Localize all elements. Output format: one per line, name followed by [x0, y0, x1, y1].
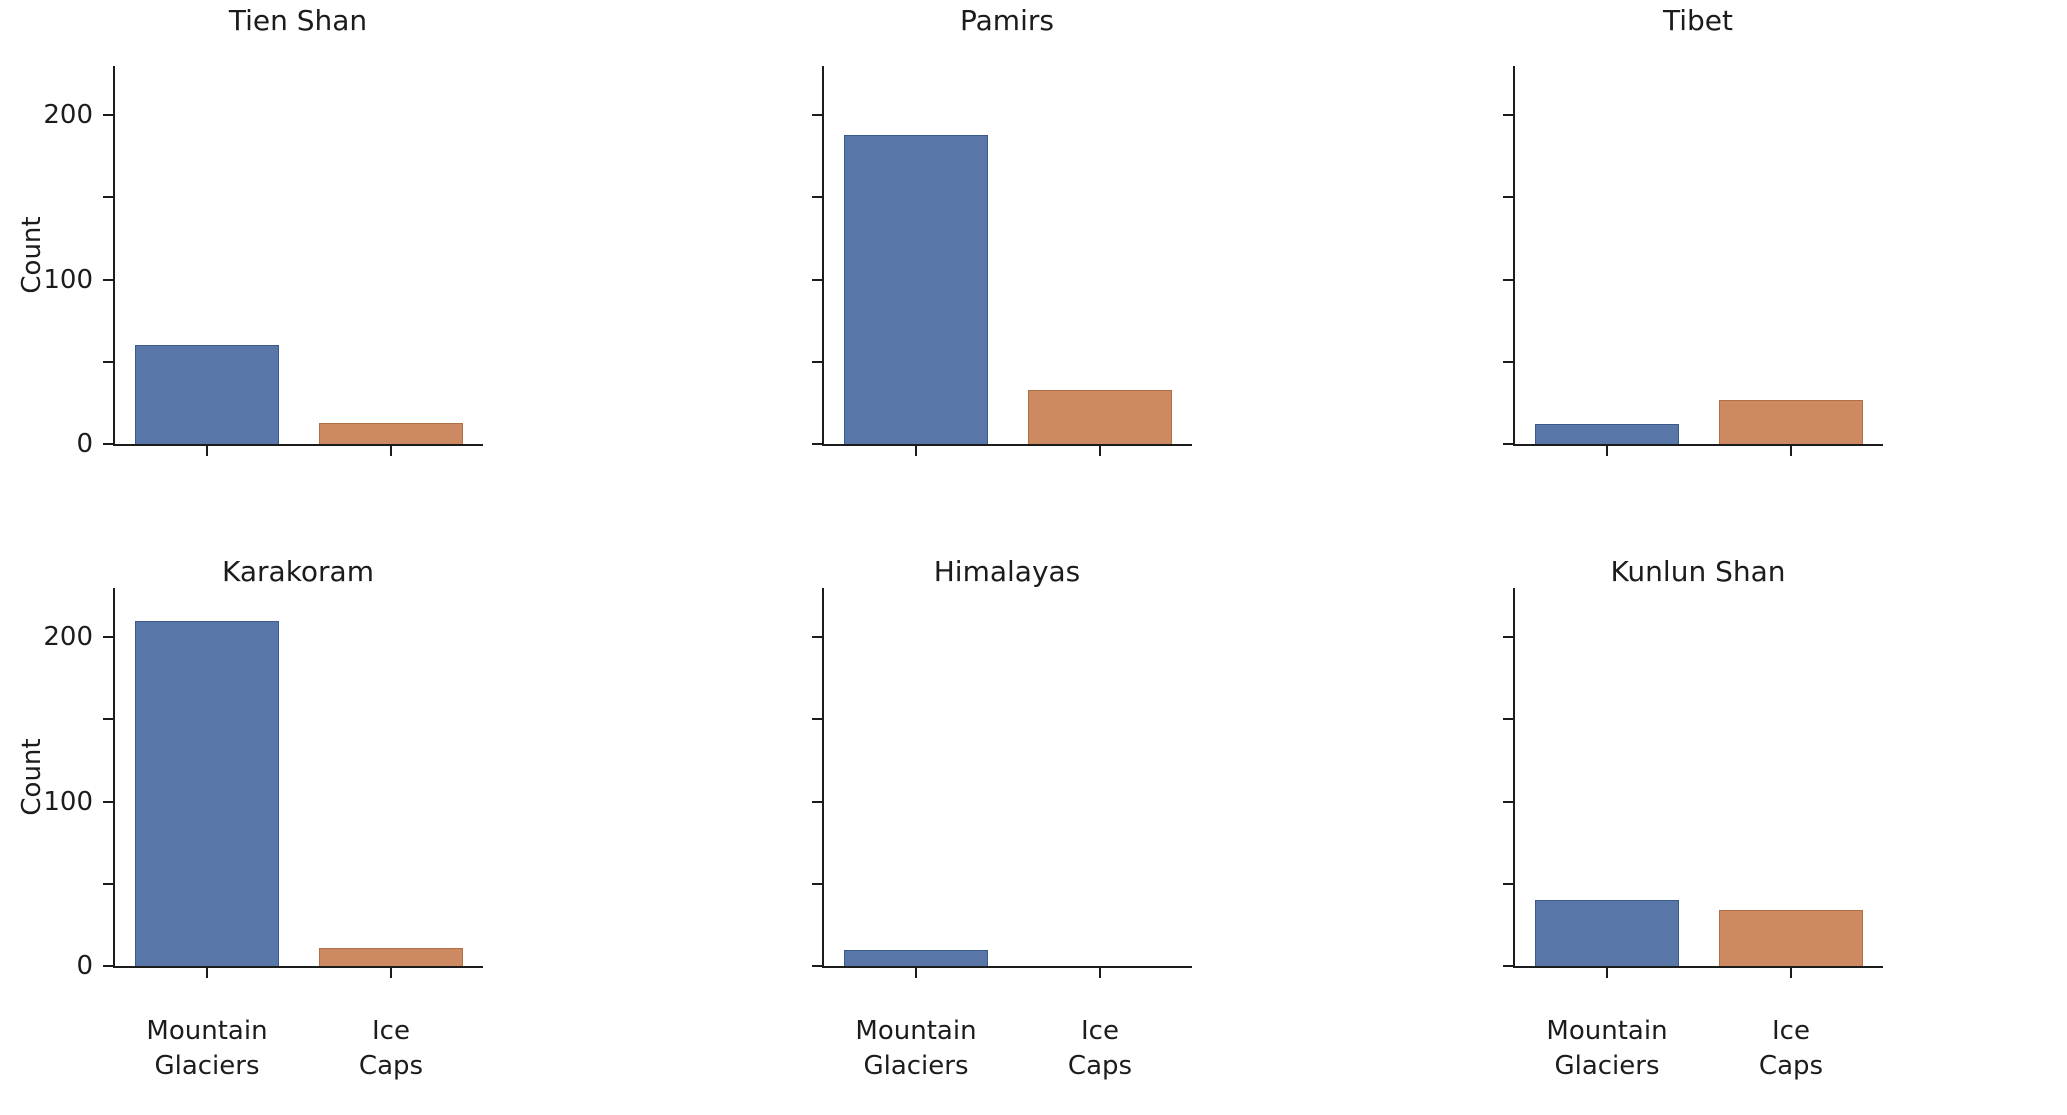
y-tick: [103, 965, 113, 967]
y-tick: [103, 114, 113, 116]
bar-ice-caps: [319, 423, 463, 444]
facet-himalayas: Himalayas Mountain Glaciers Ice Caps: [812, 552, 1192, 1081]
y-tick: [1503, 636, 1513, 638]
x-tick: [1606, 446, 1608, 456]
axes: 0 100 200: [43, 66, 483, 457]
x-tick-label: Mountain Glaciers: [855, 1016, 977, 1081]
facet-kunlun-shan: Kunlun Shan Mountain Glaciers Ice Caps: [1503, 552, 1883, 1081]
x-tick: [390, 446, 392, 456]
y-tick: [812, 965, 822, 967]
bar-ice-caps: [1719, 400, 1863, 444]
bar-mountain-glaciers: [1535, 424, 1679, 444]
y-tick-label: 100: [43, 265, 93, 295]
y-tick: [103, 279, 113, 281]
axes: 0 100 200 Mountain Glaciers Ice Caps: [43, 588, 483, 1081]
y-tick: [103, 443, 113, 445]
facet-pamirs: Pamirs: [812, 1, 1192, 456]
bar-mountain-glaciers: [844, 950, 988, 966]
x-tick-label: Ice Caps: [358, 1016, 424, 1081]
x-tick-label: Mountain Glaciers: [1546, 1016, 1668, 1081]
y-tick: [103, 718, 113, 720]
bar-mountain-glaciers: [135, 621, 279, 966]
bar-ice-caps: [1028, 390, 1172, 444]
y-tick-label: 0: [76, 429, 93, 459]
x-tick: [206, 968, 208, 978]
bar-ice-caps: [1719, 910, 1863, 966]
y-tick: [812, 196, 822, 198]
bar-mountain-glaciers: [135, 345, 279, 444]
facet-tibet: Tibet: [1503, 1, 1883, 456]
facet-title: Kunlun Shan: [1610, 555, 1786, 588]
axes: [812, 66, 1192, 456]
y-tick: [1503, 361, 1513, 363]
x-tick: [1099, 446, 1101, 456]
axes: Mountain Glaciers Ice Caps: [812, 588, 1192, 1081]
y-tick: [103, 196, 113, 198]
bar-ice-caps: [319, 948, 463, 966]
y-tick: [812, 636, 822, 638]
y-tick: [1503, 801, 1513, 803]
y-tick-label: 200: [43, 622, 93, 652]
x-tick: [1099, 968, 1101, 978]
x-tick-label: Ice Caps: [1067, 1016, 1133, 1081]
x-tick-label: Ice Caps: [1758, 1016, 1824, 1081]
facet-title: Himalayas: [933, 555, 1081, 588]
facet-title: Karakoram: [222, 555, 374, 588]
x-tick: [1790, 446, 1792, 456]
y-tick: [812, 361, 822, 363]
y-tick: [103, 801, 113, 803]
facet-title: Tibet: [1663, 4, 1733, 37]
y-tick: [1503, 196, 1513, 198]
y-tick: [103, 883, 113, 885]
y-tick: [1503, 443, 1513, 445]
y-tick: [1503, 883, 1513, 885]
y-tick: [812, 801, 822, 803]
facet-title: Pamirs: [960, 4, 1054, 37]
x-tick: [1790, 968, 1792, 978]
x-tick: [206, 446, 208, 456]
x-tick: [1606, 968, 1608, 978]
facet-tien-shan: Tien Shan 0 100 200: [43, 1, 483, 457]
y-tick: [103, 636, 113, 638]
bar-mountain-glaciers: [1535, 900, 1679, 966]
y-tick: [812, 114, 822, 116]
x-tick: [390, 968, 392, 978]
axes: [1503, 66, 1883, 456]
facet-karakoram: Karakoram 0 100 200 Mountain Glaciers Ice Caps: [43, 552, 483, 1081]
bar-mountain-glaciers: [844, 135, 988, 444]
x-tick: [915, 968, 917, 978]
y-tick: [1503, 279, 1513, 281]
y-tick: [1503, 965, 1513, 967]
y-tick: [1503, 114, 1513, 116]
facet-title: Tien Shan: [228, 4, 368, 37]
y-tick: [812, 718, 822, 720]
y-tick: [1503, 718, 1513, 720]
y-tick: [812, 443, 822, 445]
y-tick: [812, 883, 822, 885]
y-tick-label: 100: [43, 787, 93, 817]
x-tick-label: Mountain Glaciers: [146, 1016, 268, 1081]
y-tick: [103, 361, 113, 363]
y-tick-label: 0: [76, 951, 93, 981]
x-tick: [915, 446, 917, 456]
axes: Mountain Glaciers Ice Caps: [1503, 588, 1883, 1081]
y-tick-label: 200: [43, 100, 93, 130]
y-tick: [812, 279, 822, 281]
